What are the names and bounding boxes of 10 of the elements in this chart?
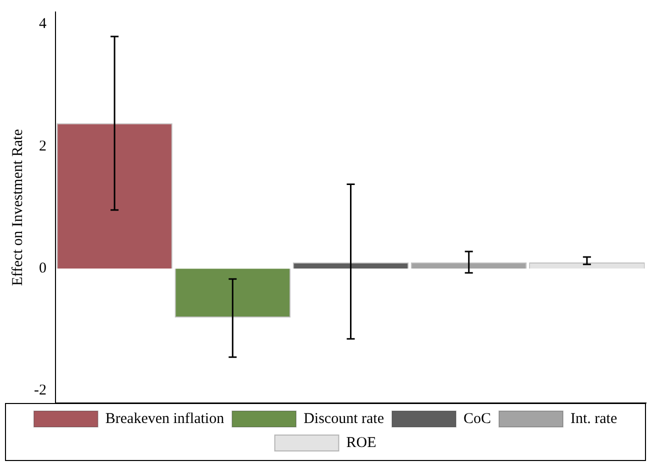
- legend-label: Breakeven inflation: [105, 410, 225, 427]
- y-axis-title: Effect on Investment Rate: [10, 128, 26, 286]
- y-tick-label: 0: [38, 260, 46, 277]
- legend-label: Int. rate: [570, 410, 618, 427]
- legend-label: CoC: [463, 410, 491, 427]
- y-tick-label: -2: [34, 382, 46, 399]
- y-tick-label: 2: [38, 138, 46, 154]
- legend-label: ROE: [346, 434, 376, 451]
- y-tick-label: 4: [38, 16, 47, 32]
- legend-label: Discount rate: [304, 410, 384, 427]
